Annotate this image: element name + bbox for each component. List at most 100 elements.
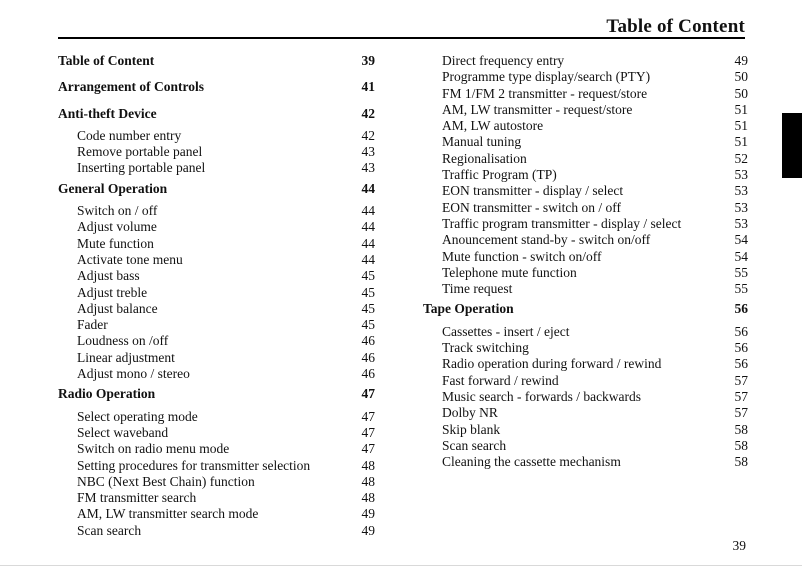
entry-page-number: 51	[734, 118, 749, 134]
toc-entry: Traffic Program (TP) 53	[423, 167, 748, 183]
entry-page-number: 57	[734, 372, 749, 388]
entry-label: EON transmitter - switch on / off	[442, 199, 621, 215]
toc-entry: Adjust bass 45	[58, 268, 375, 284]
toc-entry: Mute function - switch on/off 54	[423, 249, 748, 265]
entry-page-number: 47	[361, 424, 376, 440]
entry-label: Select waveband	[77, 424, 169, 440]
entry-page-number: 58	[734, 454, 749, 470]
entry-page-number: 41	[361, 79, 376, 95]
toc-entry: Adjust treble 45	[58, 285, 375, 301]
entry-page-number: 55	[734, 264, 749, 280]
entry-page-number: 44	[361, 251, 376, 267]
toc-entry: Switch on radio menu mode 47	[58, 441, 375, 457]
entry-label: Table of Content	[58, 53, 155, 68]
entry-page-number: 43	[361, 160, 376, 176]
entry-page-number: 55	[734, 281, 749, 297]
entry-page-number: 49	[361, 506, 376, 522]
toc-section-heading: Radio Operation 47	[58, 386, 375, 402]
entry-page-number: 46	[361, 366, 376, 382]
entry-label: Fast forward / rewind	[442, 372, 559, 388]
entry-label: Radio Operation	[58, 386, 156, 402]
entry-label: Cleaning the cassette mechanism	[442, 454, 621, 470]
toc-entry: Cleaning the cassette mechanism 58	[423, 454, 748, 470]
toc-entry: Adjust mono / stereo 46	[58, 366, 375, 382]
entry-label: Fader	[77, 317, 108, 333]
entry-page-number: 58	[734, 421, 749, 437]
header-divider	[58, 37, 745, 39]
toc-entry: Radio operation during forward / rewind 5…	[423, 356, 748, 372]
toc-entry: AM, LW transmitter search mode 49	[58, 506, 375, 522]
toc-entry: Manual tuning 51	[423, 134, 748, 150]
entry-label: Scan search	[77, 522, 142, 538]
entry-page-number: 48	[361, 473, 376, 489]
toc-entry: Setting procedures for transmitter selec…	[58, 458, 375, 474]
entry-label: Direct frequency entry	[442, 53, 565, 68]
entry-label: NBC (Next Best Chain) function	[77, 473, 255, 489]
toc-section-heading: Table of Content 39	[58, 53, 375, 69]
toc-entry: NBC (Next Best Chain) function 48	[58, 474, 375, 490]
entry-page-number: 50	[734, 85, 749, 101]
entry-page-number: 57	[734, 388, 749, 404]
toc-entry: Direct frequency entry 49	[423, 53, 748, 69]
entry-page-number: 42	[361, 127, 376, 143]
toc-entry: AM, LW autostore 51	[423, 118, 748, 134]
toc-entry: Time request 55	[423, 281, 748, 297]
entry-label: Anti-theft Device	[58, 105, 157, 121]
entry-page-number: 52	[734, 150, 749, 166]
toc-section: Direct frequency entry 49 Programme type d…	[423, 53, 748, 297]
entry-page-number: 56	[734, 323, 749, 339]
entry-page-number: 51	[734, 101, 749, 117]
toc-entry: Scan search 49	[58, 523, 375, 539]
toc-section: Anti-theft Device 42 Code number entry 42 Re…	[58, 102, 375, 177]
entry-label: Tape Operation	[423, 301, 514, 317]
entry-page-number: 53	[734, 199, 749, 215]
entry-label: Time request	[442, 281, 513, 297]
entry-label: Traffic program transmitter - display / …	[442, 215, 682, 231]
entry-page-number: 47	[361, 441, 376, 457]
toc-section-heading: Tape Operation 56	[423, 301, 748, 317]
entry-page-number: 54	[734, 248, 749, 264]
entry-label: Inserting portable panel	[77, 160, 206, 176]
entry-label: AM, LW transmitter - request/store	[442, 101, 633, 117]
footer-page-number: 39	[732, 538, 747, 553]
toc-entry: Track switching 56	[423, 340, 748, 356]
toc-entry: EON transmitter - display / select 53	[423, 183, 748, 199]
entry-page-number: 53	[734, 167, 749, 183]
entry-page-number: 47	[361, 386, 376, 402]
entry-page-number: 49	[734, 53, 749, 68]
entry-label: Linear adjustment	[77, 349, 175, 365]
entry-page-number: 58	[734, 437, 749, 453]
entry-label: Code number entry	[77, 127, 182, 143]
entry-label: Radio operation during forward / rewind	[442, 356, 662, 372]
entry-page-number: 56	[734, 301, 749, 317]
entry-page-number: 48	[361, 457, 376, 473]
toc-entry: Activate tone menu 44	[58, 252, 375, 268]
toc-entry: Programme type display/search (PTY) 50	[423, 69, 748, 85]
entry-label: Scan search	[442, 437, 507, 453]
toc-section: Radio Operation 47 Select operating mode 47…	[58, 382, 375, 539]
entry-label: Adjust mono / stereo	[77, 366, 190, 382]
entry-page-number: 43	[361, 144, 376, 160]
entry-label: Track switching	[442, 340, 529, 356]
toc-entry: Select waveband 47	[58, 425, 375, 441]
toc-entry: AM, LW transmitter - request/store 51	[423, 102, 748, 118]
entry-label: Adjust balance	[77, 300, 158, 316]
entry-label: Adjust treble	[77, 284, 148, 300]
entry-label: Select operating mode	[77, 408, 198, 424]
entry-label: Traffic Program (TP)	[442, 167, 557, 183]
entry-page-number: 45	[361, 268, 376, 284]
toc-section-heading: Arrangement of Controls 41	[58, 79, 375, 95]
entry-label: Remove portable panel	[77, 144, 203, 160]
toc-entry: Traffic program transmitter - display / …	[423, 216, 748, 232]
entry-label: Programme type display/search (PTY)	[442, 69, 651, 85]
entry-label: AM, LW autostore	[442, 118, 544, 134]
toc-entry: Regionalisation 52	[423, 151, 748, 167]
entry-label: Mute function	[77, 235, 154, 251]
toc-entry: Cassettes - insert / eject 56	[423, 324, 748, 340]
toc-entry: Linear adjustment 46	[58, 350, 375, 366]
toc-entry: Scan search 58	[423, 438, 748, 454]
toc-entry: Adjust balance 45	[58, 301, 375, 317]
entry-page-number: 45	[361, 284, 376, 300]
toc-entry: Adjust volume 44	[58, 219, 375, 235]
